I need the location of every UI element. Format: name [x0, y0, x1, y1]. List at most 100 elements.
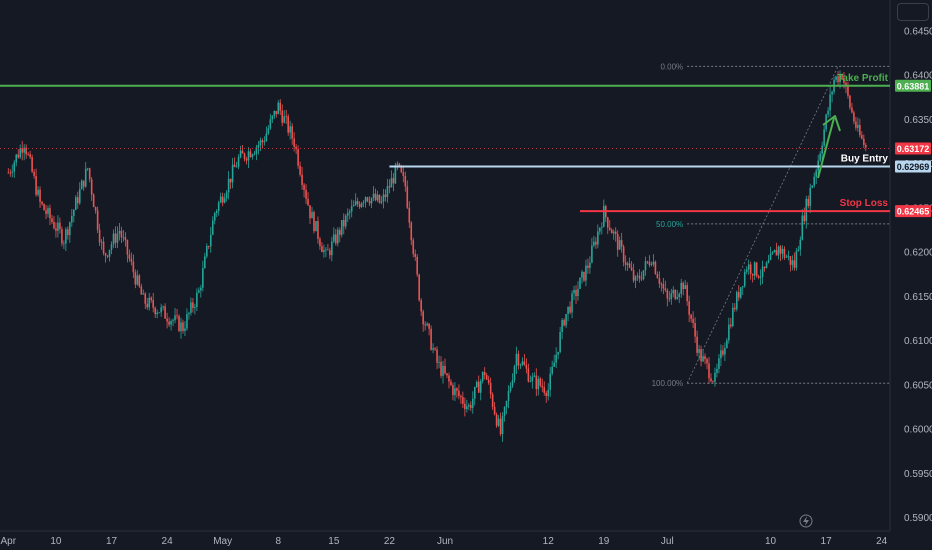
svg-text:0.63172: 0.63172: [897, 144, 930, 154]
candle: [184, 321, 186, 336]
candle: [787, 250, 790, 261]
candle: [358, 201, 361, 209]
candle: [797, 245, 800, 252]
candle: [553, 354, 555, 367]
buy-entry-label: Buy Entry: [841, 153, 889, 164]
candle: [166, 312, 168, 329]
candle: [533, 372, 536, 378]
candle: [491, 392, 494, 410]
candle: [666, 288, 669, 307]
candle: [188, 311, 190, 320]
candle: [406, 180, 409, 210]
fib-level-label: 50.00%: [656, 220, 683, 229]
candle: [392, 173, 395, 192]
time-tick-label: Jul: [661, 536, 674, 547]
candle: [283, 110, 286, 124]
candle: [755, 262, 758, 278]
candle: [410, 221, 413, 246]
candle: [589, 256, 591, 274]
lightning-icon[interactable]: [799, 514, 813, 528]
candle: [180, 317, 182, 339]
candle: [724, 342, 726, 362]
candle: [190, 297, 192, 316]
candle: [608, 220, 611, 231]
candle: [192, 297, 194, 313]
candle: [323, 244, 325, 258]
time-tick-label: 24: [876, 536, 888, 547]
candle: [196, 288, 198, 312]
candle: [440, 356, 442, 379]
candle: [857, 117, 859, 132]
candle: [140, 283, 143, 295]
candle: [749, 261, 752, 280]
candle: [847, 81, 849, 99]
candle: [612, 229, 615, 240]
candle: [471, 391, 474, 414]
candle: [555, 347, 557, 368]
candle: [769, 246, 772, 261]
candle: [245, 156, 248, 165]
candle: [610, 228, 613, 234]
candle: [650, 261, 653, 267]
candle: [158, 312, 160, 314]
candle: [775, 242, 778, 256]
time-tick-label: May: [213, 536, 232, 547]
menu-icon[interactable]: [897, 3, 929, 21]
candle: [521, 357, 524, 367]
candle: [362, 200, 365, 208]
candle: [211, 216, 214, 236]
candle: [565, 313, 567, 329]
candle: [225, 189, 228, 202]
candle: [57, 215, 59, 238]
candle: [624, 255, 627, 271]
candle: [700, 345, 702, 367]
candle: [352, 200, 355, 207]
candle: [432, 343, 434, 354]
candle: [378, 194, 381, 204]
candle: [178, 314, 180, 333]
candle: [753, 261, 756, 280]
candle: [470, 401, 472, 412]
candle: [368, 196, 371, 206]
candle: [219, 192, 222, 204]
candle: [773, 249, 776, 253]
candle: [567, 306, 569, 322]
candle: [475, 380, 478, 388]
candle: [622, 244, 625, 267]
candle: [19, 144, 22, 159]
candle: [63, 240, 65, 250]
candle: [253, 151, 256, 156]
candle: [33, 169, 35, 179]
candle: [291, 123, 293, 145]
candle: [739, 287, 742, 300]
candle: [513, 364, 516, 383]
candle: [849, 94, 851, 110]
candle: [551, 360, 553, 376]
candle: [583, 271, 585, 283]
candle: [503, 406, 506, 422]
candle: [708, 357, 710, 385]
candle: [364, 196, 367, 208]
candle: [120, 226, 123, 243]
candle: [344, 213, 347, 230]
candle: [162, 305, 164, 311]
candle: [728, 317, 730, 344]
candle: [485, 372, 488, 381]
candle: [527, 363, 530, 383]
candle: [154, 306, 156, 319]
candle: [682, 281, 684, 296]
candle: [106, 255, 109, 259]
candle: [241, 145, 244, 154]
candle: [801, 209, 804, 241]
candle: [747, 259, 750, 275]
candle: [116, 226, 119, 249]
candle: [265, 126, 268, 142]
candle: [678, 292, 681, 304]
candle: [114, 226, 117, 249]
candle: [374, 188, 377, 202]
candle: [720, 344, 722, 367]
